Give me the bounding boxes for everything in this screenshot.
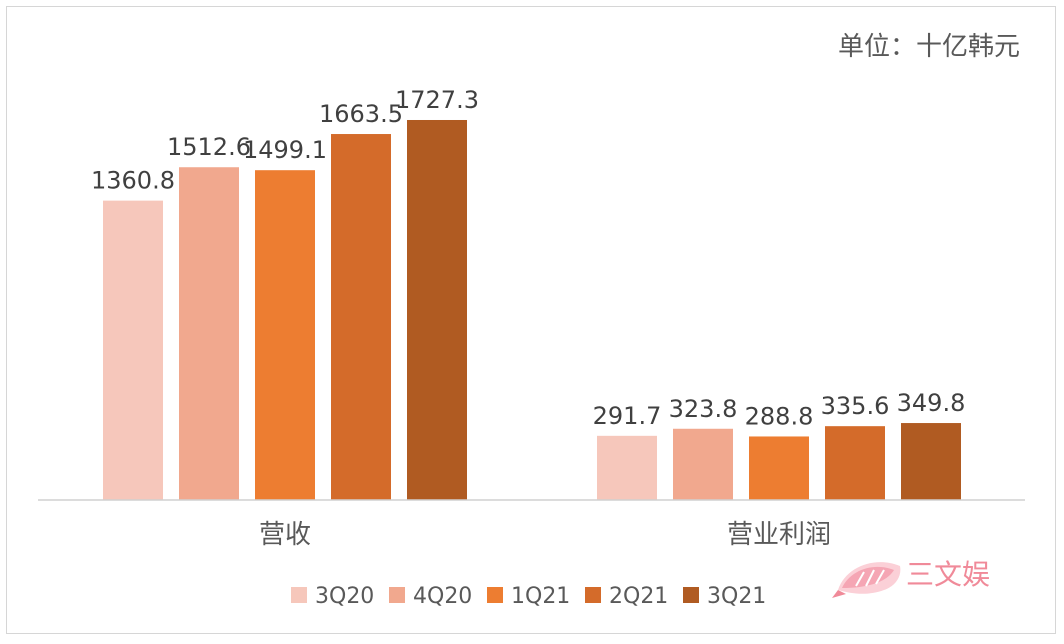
value-label-3Q20-1: 291.7 — [593, 402, 662, 430]
bar-4Q20-0 — [179, 167, 239, 500]
watermark-text: 三文娱 — [906, 558, 990, 591]
legend-label-2Q21: 2Q21 — [609, 584, 668, 609]
bar-3Q21-0 — [407, 119, 467, 500]
category-label-1: 营业利润 — [727, 520, 831, 550]
legend-label-3Q21: 3Q21 — [707, 584, 766, 609]
value-label-4Q20-1: 323.8 — [669, 395, 738, 423]
watermark: 三文娱 — [832, 558, 990, 598]
fish-logo-icon — [832, 562, 901, 598]
unit-label: 单位：十亿韩元 — [838, 32, 1020, 62]
legend-swatch-3Q21 — [683, 587, 699, 603]
bar-3Q20-1 — [597, 435, 657, 500]
bar-3Q21-1 — [901, 423, 961, 500]
bar-1Q21-0 — [255, 170, 315, 500]
bar-4Q20-1 — [673, 428, 733, 500]
legend-swatch-2Q21 — [585, 587, 601, 603]
bar-1Q21-1 — [749, 436, 809, 500]
legend-swatch-1Q21 — [487, 587, 503, 603]
value-label-1Q21-1: 288.8 — [745, 402, 814, 430]
value-label-3Q21-1: 349.8 — [897, 389, 966, 417]
legend: 3Q20 4Q20 1Q21 2Q21 3Q21 — [291, 584, 766, 609]
value-label-2Q21-0: 1663.5 — [319, 100, 403, 128]
legend-label-3Q20: 3Q20 — [315, 584, 374, 609]
value-label-2Q21-1: 335.6 — [821, 392, 890, 420]
category-label-0: 营收 — [259, 520, 311, 550]
value-label-3Q20-0: 1360.8 — [91, 167, 175, 195]
value-label-4Q20-0: 1512.6 — [167, 133, 251, 161]
bar-2Q21-1 — [825, 426, 885, 500]
bars-group — [103, 119, 961, 500]
legend-swatch-4Q20 — [389, 587, 405, 603]
legend-label-1Q21: 1Q21 — [511, 584, 570, 609]
bar-2Q21-0 — [331, 134, 391, 500]
value-label-3Q21-0: 1727.3 — [395, 86, 479, 114]
legend-swatch-3Q20 — [291, 587, 307, 603]
value-label-1Q21-0: 1499.1 — [243, 136, 327, 164]
category-labels-group: 营收 营业利润 — [259, 520, 831, 550]
legend-label-4Q20: 4Q20 — [413, 584, 472, 609]
bar-3Q20-0 — [103, 200, 163, 500]
